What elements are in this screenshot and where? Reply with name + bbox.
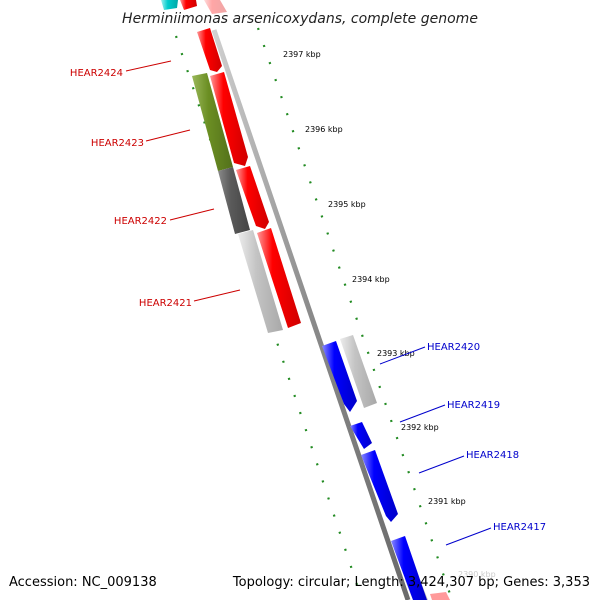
gene-arrow-reverse[interactable] (322, 341, 357, 412)
gene-label[interactable]: HEAR2423 (91, 138, 144, 149)
ruler-tick-label: 2395 kbp (328, 200, 366, 209)
gene-arrow-reverse[interactable] (361, 450, 398, 522)
gene-label[interactable]: HEAR2417 (493, 522, 546, 533)
gene-label[interactable]: HEAR2424 (70, 68, 123, 79)
gene-leader-line (445, 527, 492, 546)
gene-leader-line (379, 346, 426, 365)
gene-leader-line (125, 60, 172, 72)
gene-arrow-reverse[interactable] (350, 422, 372, 449)
gene-label[interactable]: HEAR2422 (114, 216, 167, 227)
gene-arrow-forward[interactable] (180, 0, 197, 10)
genome-title: Herminiimonas arsenicoxydans, complete g… (122, 11, 478, 27)
cog-block-lightgray (238, 230, 283, 333)
cog-block-lightgray-reverse (340, 335, 377, 408)
gene-arrow-forward[interactable] (236, 166, 269, 229)
gene-label[interactable]: HEAR2421 (139, 298, 192, 309)
gene-label[interactable]: HEAR2420 (427, 342, 480, 353)
ruler-tick-label: 2396 kbp (305, 125, 343, 134)
gene-arrow-forward[interactable] (257, 228, 301, 328)
gene-leader-line (169, 208, 215, 221)
accession-text: Accession: NC_009138 (9, 575, 157, 590)
topology-text: Topology: circular; Length: 3,424,307 bp… (232, 575, 590, 590)
gene-leader-line (418, 455, 465, 474)
gene-arrow-forward[interactable] (197, 28, 222, 72)
gene-label[interactable]: HEAR2418 (466, 450, 519, 461)
gene-arrow-forward-faded (204, 0, 227, 14)
cog-block-cyan (161, 0, 178, 10)
cog-block-darkgray (218, 167, 250, 234)
gene-arrow-forward-faded (430, 592, 450, 600)
genome-backbone (211, 29, 411, 600)
ruler-tick-label: 2393 kbp (377, 349, 415, 358)
ruler-tick-label: 2397 kbp (283, 50, 321, 59)
gene-leader-line (399, 404, 446, 423)
ruler-tick-label: 2394 kbp (352, 275, 390, 284)
ruler-tick-label: 2391 kbp (428, 497, 466, 506)
ruler-tick-label: 2390 kbp (458, 570, 496, 579)
gene-label[interactable]: HEAR2419 (447, 400, 500, 411)
gene-arrow-reverse[interactable] (391, 536, 427, 600)
ruler-tick-label: 2392 kbp (401, 423, 439, 432)
gene-leader-line (145, 129, 191, 142)
gene-leader-line (193, 289, 241, 302)
gene-arrow-forward[interactable] (210, 72, 248, 166)
cog-block-olive (192, 73, 233, 171)
